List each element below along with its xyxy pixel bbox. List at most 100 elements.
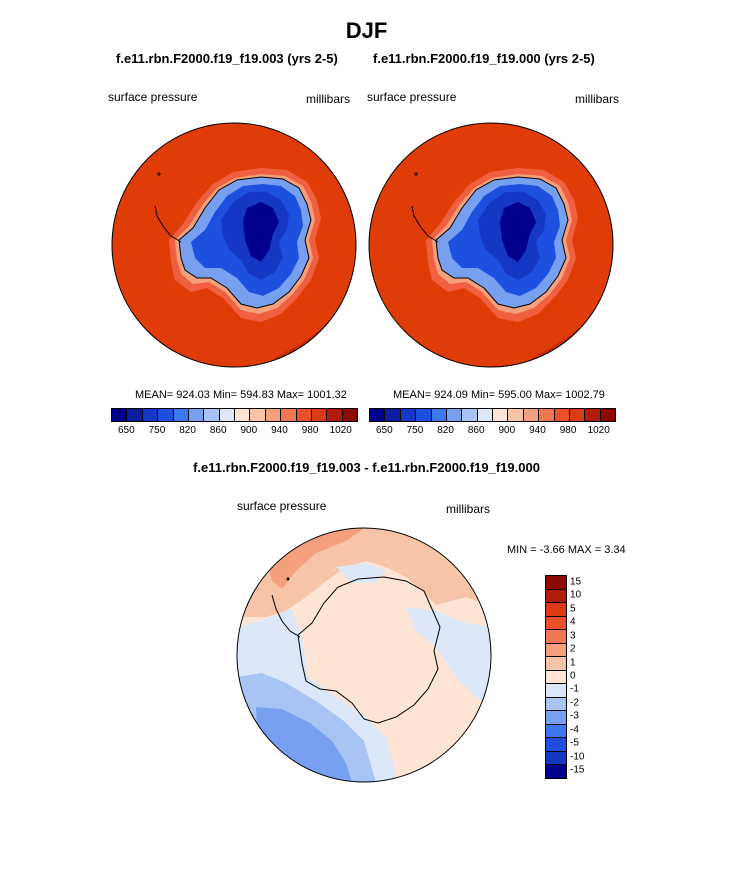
colorbar-swatch: [158, 409, 174, 421]
panel1-variable-label: surface pressure: [108, 90, 198, 104]
colorbar-swatch: [569, 409, 586, 421]
colorbar-swatch: [188, 409, 205, 421]
panel1-colorbar-labels: 650 750 820 860 900 940 980 1020: [111, 425, 356, 439]
colorbar-swatch: [127, 409, 143, 421]
colorbar-swatch: [546, 751, 566, 766]
difference-colorbar: [545, 575, 567, 779]
island: [414, 172, 418, 176]
panel2-polar-map: [368, 122, 614, 368]
colorbar-swatch: [546, 765, 566, 778]
colorbar-tick-label: -1: [570, 683, 579, 695]
colorbar-tick-label: -4: [570, 724, 579, 736]
peninsula-coast: [271, 594, 301, 638]
colorbar-swatch: [219, 409, 235, 421]
diff-units-label: millibars: [446, 502, 491, 516]
colorbar-swatch: [265, 409, 282, 421]
colorbar-swatch: [546, 711, 566, 725]
colorbar-tick-label: 0: [570, 670, 576, 682]
panel1-polar-map: [111, 122, 357, 368]
coastline: [435, 176, 569, 309]
colorbar-tick-label: 3: [570, 630, 576, 642]
colorbar-tick-label: 650: [375, 425, 393, 436]
colorbar-tick-label: 15: [570, 576, 582, 588]
panel1-case-title: f.e11.rbn.F2000.f19_f19.003 (yrs 2-5): [116, 51, 338, 66]
coastline: [297, 576, 441, 724]
colorbar-swatch: [546, 697, 566, 712]
colorbar-tick-label: 1020: [329, 425, 352, 436]
colorbar-swatch: [546, 670, 566, 685]
colorbar-tick-label: 1020: [587, 425, 610, 436]
panel2-units-label: millibars: [575, 92, 620, 106]
colorbar-swatch: [296, 409, 312, 421]
ice-sheet-core: [500, 202, 536, 262]
peninsula-coast: [411, 205, 439, 243]
panel2-colorbar: [369, 408, 616, 422]
colorbar-tick-label: 1: [570, 657, 576, 669]
colorbar-tick-label: 4: [570, 616, 576, 628]
colorbar-swatch: [446, 409, 463, 421]
colorbar-swatch: [546, 684, 566, 698]
colorbar-swatch: [539, 409, 555, 421]
colorbar-swatch: [327, 409, 343, 421]
colorbar-swatch: [523, 409, 540, 421]
colorbar-tick-label: 750: [148, 425, 166, 436]
peninsula-coast: [154, 205, 182, 243]
colorbar-tick-label: 750: [406, 425, 424, 436]
colorbar-tick-label: 980: [559, 425, 577, 436]
colorbar-swatch: [585, 409, 601, 421]
diff-stats: MIN = -3.66 MAX = 3.34: [507, 544, 626, 556]
colorbar-swatch: [546, 657, 566, 671]
colorbar-tick-label: 940: [529, 425, 546, 436]
difference-colorbar-labels: 15 10 5 4 3 2 1 0 -1 -2 -3 -4 -5 -10 -15: [570, 575, 610, 777]
colorbar-tick-label: 2: [570, 643, 576, 655]
coastline: [178, 176, 312, 309]
colorbar-swatch: [142, 409, 159, 421]
colorbar-swatch: [462, 409, 478, 421]
colorbar-swatch: [546, 589, 566, 604]
colorbar-tick-label: 650: [117, 425, 135, 436]
difference-polar-map: [236, 527, 492, 783]
colorbar-tick-label: 940: [271, 425, 288, 436]
colorbar-tick-label: -2: [570, 697, 579, 709]
negative-patch-east: [406, 607, 491, 707]
colorbar-swatch: [281, 409, 297, 421]
colorbar-swatch: [554, 409, 570, 421]
colorbar-tick-label: 10: [570, 589, 582, 601]
colorbar-swatch: [546, 643, 566, 658]
panel2-colorbar-labels: 650 750 820 860 900 940 980 1020: [369, 425, 614, 439]
panel1-stats: MEAN= 924.03 Min= 594.83 Max= 1001.32: [135, 389, 347, 401]
colorbar-swatch: [546, 603, 566, 617]
colorbar-swatch: [342, 409, 357, 421]
colorbar-swatch: [400, 409, 417, 421]
colorbar-tick-label: -10: [570, 751, 585, 763]
colorbar-swatch: [370, 409, 386, 421]
colorbar-swatch: [508, 409, 524, 421]
colorbar-tick-label: 820: [179, 425, 196, 436]
colorbar-tick-label: -15: [570, 764, 585, 776]
diff-variable-label: surface pressure: [237, 499, 327, 513]
colorbar-swatch: [600, 409, 615, 421]
colorbar-swatch: [385, 409, 401, 421]
season-title: DJF: [345, 18, 388, 43]
colorbar-swatch: [250, 409, 266, 421]
panel1-units-label: millibars: [306, 92, 351, 106]
panel1-colorbar: [111, 408, 358, 422]
island: [157, 172, 161, 176]
colorbar-swatch: [546, 576, 566, 590]
panel2-case-title: f.e11.rbn.F2000.f19_f19.000 (yrs 2-5): [373, 51, 595, 66]
island: [286, 577, 290, 581]
colorbar-swatch: [173, 409, 189, 421]
difference-title: f.e11.rbn.F2000.f19_f19.003 - f.e11.rbn.…: [193, 460, 540, 475]
ice-sheet-core: [243, 202, 279, 262]
colorbar-swatch: [204, 409, 220, 421]
colorbar-swatch: [416, 409, 432, 421]
colorbar-swatch: [493, 409, 509, 421]
colorbar-tick-label: 860: [209, 425, 227, 436]
colorbar-swatch: [546, 724, 566, 739]
colorbar-tick-label: 900: [240, 425, 258, 436]
colorbar-swatch: [477, 409, 493, 421]
colorbar-tick-label: 5: [570, 603, 576, 615]
colorbar-tick-label: 900: [498, 425, 516, 436]
colorbar-tick-label: 860: [467, 425, 485, 436]
colorbar-swatch: [546, 738, 566, 752]
